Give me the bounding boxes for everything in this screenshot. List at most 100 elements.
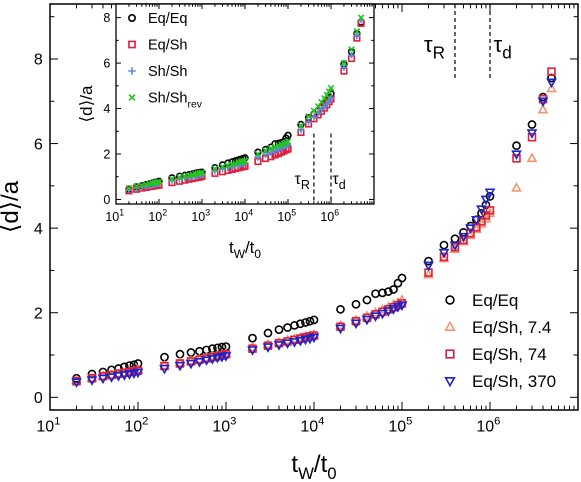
main-data-point [449, 243, 461, 254]
main-x-tick-base: 10 [36, 419, 54, 436]
main-data-point [477, 208, 486, 218]
main-legend-label: Eq/Sh, 370 [472, 372, 556, 391]
main-data-point [295, 336, 306, 347]
main-data-point [546, 78, 557, 89]
main-data-point [300, 335, 311, 346]
main-data-point [201, 356, 212, 366]
inset-data-point [327, 84, 335, 92]
main-legend-marker [445, 349, 455, 359]
main-series-4 [71, 78, 557, 388]
inset-data-point [353, 27, 361, 35]
main-x-tick-label: 105 [388, 415, 412, 435]
main-data-point [174, 361, 186, 372]
main-x-tick-base: 10 [388, 419, 406, 436]
main-x-tick-label: 106 [476, 415, 500, 435]
inset-x-tick-exponent: 5 [291, 207, 296, 217]
main-y-tick-label: 2 [34, 305, 43, 322]
inset-tau-subscript: R [301, 178, 310, 192]
inset-tau-label-2: τd [332, 171, 345, 192]
inset-data-point [198, 169, 206, 176]
inset-data-point [241, 157, 249, 165]
inset-data-point [153, 178, 161, 186]
main-tau-label-1: τR [424, 32, 445, 63]
main-data-point [438, 252, 450, 263]
inset-data-point [211, 165, 219, 173]
main-data-point [351, 299, 361, 309]
main-data-point [370, 306, 381, 317]
main-data-point [362, 295, 372, 305]
main-data-point [423, 268, 434, 279]
main-data-point [132, 368, 144, 379]
inset-x-tick-base: 10 [320, 210, 334, 224]
main-data-point [389, 285, 398, 294]
main-data-point [186, 348, 196, 357]
main-data-point [546, 82, 557, 93]
main-legend-label: Eq/Sh, 74 [472, 345, 547, 364]
main-x-tick-exponent: 5 [406, 415, 412, 427]
inset-data-point [284, 138, 292, 145]
main-data-point [119, 371, 130, 381]
main-data-point [458, 235, 469, 246]
inset-tau-label-1: τR [295, 171, 310, 192]
main-data-point [480, 195, 492, 206]
main-data-point [185, 359, 197, 370]
main-data-point [371, 289, 380, 299]
inset-legend-label: Eq/Sh [148, 38, 188, 54]
main-data-point [458, 232, 469, 243]
inset-data-point [348, 46, 355, 53]
main-data-point [124, 370, 135, 380]
inset-x-tick-base: 10 [277, 210, 291, 224]
inset-data-point [340, 64, 348, 72]
main-data-point [290, 321, 299, 330]
main-data-point [71, 378, 82, 388]
inset-legend-marker [128, 14, 136, 22]
inset-legend-marker [128, 67, 136, 75]
main-data-point [438, 248, 450, 259]
inset-data-point [271, 143, 279, 151]
main-legend-marker [445, 295, 455, 305]
main-x-tick-exponent: 4 [318, 415, 324, 427]
main-data-point [476, 205, 487, 215]
main-data-point [392, 303, 404, 313]
inset-x-tick-label: 103 [191, 207, 210, 224]
main-y-tick-label: 6 [34, 136, 43, 153]
main-x-tick-label: 103 [212, 415, 236, 435]
main-data-point [547, 67, 556, 76]
main-x-tick-label: 104 [300, 415, 324, 435]
inset-y-tick-label: 4 [103, 102, 110, 116]
main-data-point [361, 310, 373, 320]
main-legend-marker [444, 376, 456, 388]
inset-x-tick-base: 10 [148, 210, 162, 224]
inset-x-tick-label: 106 [320, 207, 339, 224]
main-y-tick-label: 0 [34, 390, 43, 407]
main-y-tick-label: 4 [34, 221, 43, 238]
main-x-tick-exponent: 3 [230, 415, 236, 427]
main-data-point [378, 288, 387, 298]
main-x-tick-exponent: 6 [494, 415, 500, 427]
main-data-point [113, 372, 124, 382]
inset-y-tick-label: 6 [103, 57, 110, 71]
inset-data-point [133, 182, 140, 190]
main-data-point [439, 240, 449, 250]
main-data-point [336, 304, 345, 314]
main-data-point [423, 261, 434, 272]
inset-data-point [310, 113, 318, 121]
main-data-point [248, 333, 257, 343]
main-data-point [295, 319, 305, 329]
inset-legend-subscript: rev [188, 99, 203, 110]
inset-data-point [357, 14, 365, 21]
inset-data-point [176, 174, 183, 181]
inset-legend-marker [128, 93, 136, 102]
main-legend-label: Eq/Eq [472, 291, 518, 310]
main-legend-name: Eq/Sh, 370 [472, 372, 556, 391]
main-data-point [282, 339, 293, 350]
inset-tau-symbol: τ [332, 171, 339, 188]
inset-data-point [323, 91, 331, 99]
inset-x-tick-exponent: 4 [248, 207, 253, 217]
main-data-point [459, 235, 468, 245]
main-data-point [450, 234, 460, 244]
inset-data-point [219, 163, 226, 171]
